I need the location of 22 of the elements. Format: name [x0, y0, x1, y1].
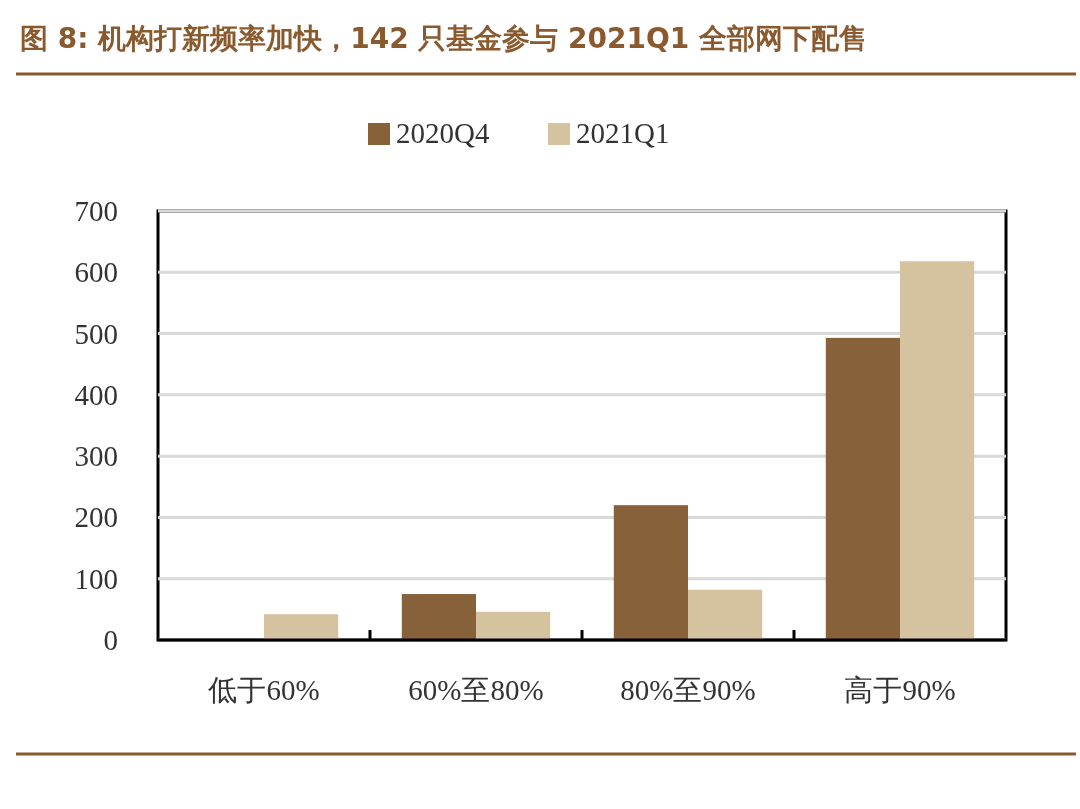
bar — [476, 611, 551, 640]
y-tick-label: 600 — [74, 256, 118, 289]
chart-title: 图 8: 机构打新频率加快，142 只基金参与 2021Q1 全部网下配售 — [20, 22, 868, 55]
x-tick-label: 低于60% — [208, 674, 320, 706]
y-tick-label: 400 — [74, 378, 118, 411]
y-tick-label: 700 — [74, 195, 118, 227]
bar — [401, 594, 476, 640]
y-tick-label: 0 — [103, 624, 118, 656]
bar — [264, 614, 339, 640]
y-tick-label: 300 — [74, 440, 118, 473]
bar — [900, 261, 975, 640]
bar — [825, 337, 900, 640]
y-tick-label: 200 — [74, 501, 118, 534]
legend-label: 2021Q1 — [576, 117, 670, 149]
x-tick-label: 60%至80% — [408, 674, 544, 706]
x-tick-label: 高于90% — [844, 674, 956, 706]
bar — [613, 505, 688, 640]
y-tick-label: 500 — [74, 317, 118, 350]
y-tick-label: 100 — [74, 562, 118, 595]
bar — [688, 589, 763, 640]
legend-label: 2020Q4 — [396, 117, 490, 149]
x-tick-label: 80%至90% — [620, 674, 756, 706]
